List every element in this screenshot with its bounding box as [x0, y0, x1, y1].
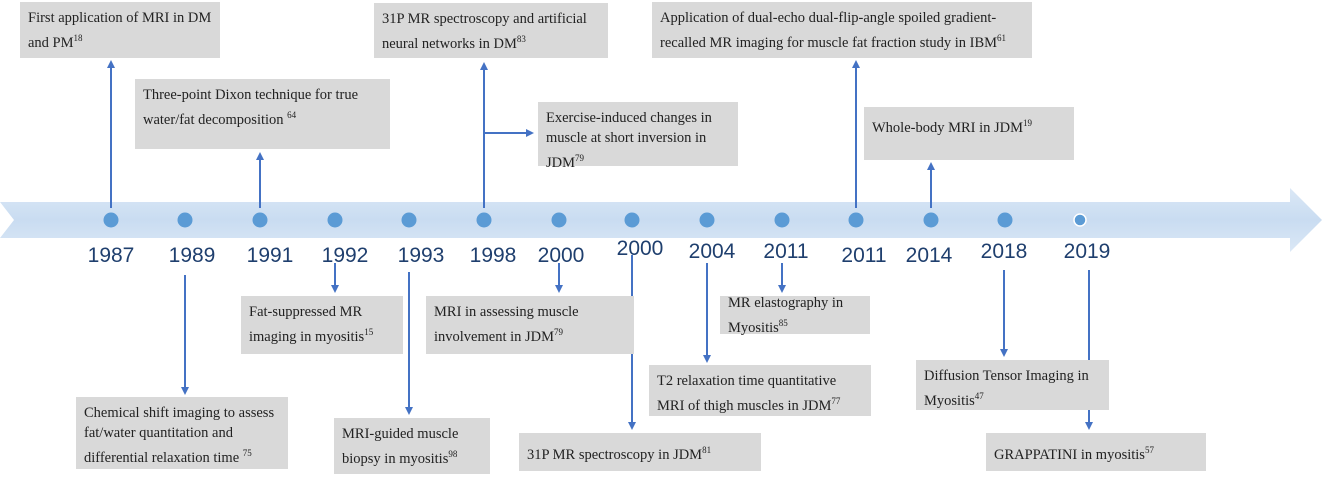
timeline-dot — [551, 212, 567, 228]
event-box: MR elastography in Myositis85 — [720, 295, 870, 335]
event-text: MR elastography in Myositis — [728, 294, 844, 336]
event-reference: 18 — [73, 33, 83, 43]
year-label: 1989 — [169, 244, 216, 267]
event-reference: 64 — [287, 110, 297, 120]
event-text: GRAPPATINI in myositis — [994, 446, 1145, 463]
event-reference: 57 — [1144, 444, 1154, 455]
timeline-dot — [774, 212, 790, 228]
event-reference: 47 — [974, 391, 984, 401]
event-reference: 15 — [364, 327, 374, 337]
event-text-wrap: Three-point Dixon technique for true wat… — [143, 87, 358, 128]
timeline-dot — [848, 212, 864, 228]
event-reference: 75 — [242, 448, 252, 458]
event-text: T2 relaxation time quantitative MRI of t… — [657, 373, 837, 414]
timeline-dot — [1073, 213, 1087, 227]
timeline-band — [0, 188, 1322, 252]
event-box: GRAPPATINI in myositis57 — [986, 433, 1206, 471]
event-text-wrap: Application of dual-echo dual-flip-angle… — [660, 10, 1006, 51]
event-text: Whole-body MRI in JDM — [872, 119, 1024, 136]
event-box: Chemical shift imaging to assess fat/wat… — [76, 397, 288, 469]
event-box: 31P MR spectroscopy in JDM81 — [519, 433, 761, 471]
event-reference: 81 — [702, 444, 712, 455]
year-label: 2011 — [841, 244, 886, 267]
year-label: 2019 — [1064, 240, 1111, 263]
event-text-wrap: Exercise-induced changes in muscle at sh… — [546, 110, 712, 171]
event-box: MRI-guided muscle biopsy in myositis98 — [334, 418, 490, 474]
event-text-wrap: 31P MR spectroscopy and artificial neura… — [382, 11, 587, 52]
event-text: First application of MRI in DM and PM — [28, 10, 212, 51]
event-reference: 19 — [1023, 118, 1033, 128]
event-box: Fat-suppressed MR imaging in myositis15 — [241, 296, 403, 354]
event-box: Application of dual-echo dual-flip-angle… — [652, 2, 1032, 58]
event-box: MRI in assessing muscle involvement in J… — [426, 296, 634, 354]
event-text-wrap: MR elastography in Myositis85 — [728, 293, 862, 338]
year-label: 2011 — [763, 240, 808, 263]
event-reference: 79 — [554, 327, 564, 337]
event-reference: 98 — [448, 449, 458, 459]
year-label: 2004 — [689, 240, 736, 263]
event-box: Three-point Dixon technique for true wat… — [135, 79, 390, 149]
event-text-wrap: MRI-guided muscle biopsy in myositis98 — [342, 426, 458, 467]
timeline-dot — [624, 212, 640, 228]
timeline-dot — [923, 212, 939, 228]
event-text: Fat-suppressed MR imaging in myositis — [249, 304, 365, 345]
year-label: 1993 — [398, 244, 445, 267]
year-label: 1992 — [322, 244, 369, 267]
timeline-dot — [401, 212, 417, 228]
event-text: Application of dual-echo dual-flip-angle… — [660, 10, 998, 51]
event-reference: 83 — [516, 34, 526, 44]
timeline-dot — [177, 212, 193, 228]
timeline-dot — [476, 212, 492, 228]
event-text: Chemical shift imaging to assess fat/wat… — [84, 405, 275, 466]
event-reference: 85 — [778, 317, 788, 328]
timeline-dot — [103, 212, 119, 228]
event-box: 31P MR spectroscopy and artificial neura… — [374, 3, 608, 58]
event-text: 31P MR spectroscopy and artificial neura… — [382, 11, 587, 52]
event-text-wrap: Diffusion Tensor Imaging in Myositis47 — [924, 368, 1089, 409]
event-reference: 77 — [831, 396, 841, 406]
event-text: Three-point Dixon technique for true wat… — [143, 87, 359, 128]
event-text-wrap: First application of MRI in DM and PM18 — [28, 10, 211, 51]
year-label: 2014 — [906, 244, 953, 267]
event-text-wrap: 31P MR spectroscopy in JDM81 — [527, 440, 711, 465]
event-text-wrap: T2 relaxation time quantitative MRI of t… — [657, 373, 840, 414]
timeline-dot — [327, 212, 343, 228]
timeline-dot — [997, 212, 1013, 228]
event-text-wrap: GRAPPATINI in myositis57 — [994, 440, 1154, 465]
event-text-wrap: Whole-body MRI in JDM19 — [872, 118, 1033, 136]
event-text: Exercise-induced changes in muscle at sh… — [546, 110, 712, 171]
year-label: 1987 — [88, 244, 135, 267]
year-label: 2018 — [981, 240, 1028, 263]
event-box: First application of MRI in DM and PM18 — [20, 2, 220, 58]
event-text: MRI-guided muscle biopsy in myositis — [342, 426, 459, 467]
year-label: 2000 — [538, 244, 585, 267]
event-reference: 79 — [575, 153, 585, 163]
timeline-dot — [699, 212, 715, 228]
event-text-wrap: MRI in assessing muscle involvement in J… — [434, 304, 579, 345]
event-text-wrap: Fat-suppressed MR imaging in myositis15 — [249, 304, 373, 345]
event-text: MRI in assessing muscle involvement in J… — [434, 304, 579, 345]
year-label: 1991 — [247, 244, 294, 267]
event-box: Diffusion Tensor Imaging in Myositis47 — [916, 360, 1109, 410]
event-reference: 61 — [997, 33, 1007, 43]
timeline-dot — [252, 212, 268, 228]
event-text-wrap: Chemical shift imaging to assess fat/wat… — [84, 405, 274, 466]
event-box: Whole-body MRI in JDM19 — [864, 107, 1074, 160]
event-text: Diffusion Tensor Imaging in Myositis — [924, 368, 1089, 409]
year-label: 1998 — [470, 244, 517, 267]
event-text: 31P MR spectroscopy in JDM — [527, 446, 703, 463]
event-box: Exercise-induced changes in muscle at sh… — [538, 102, 738, 171]
year-label: 2000 — [617, 237, 664, 260]
event-box: T2 relaxation time quantitative MRI of t… — [649, 365, 871, 416]
